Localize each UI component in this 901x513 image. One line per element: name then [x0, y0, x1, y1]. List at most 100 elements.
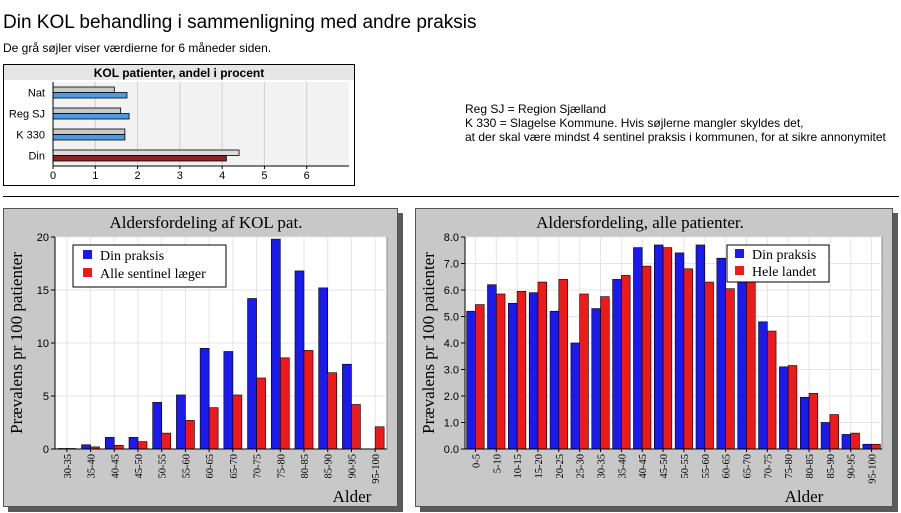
kol-share-chart: KOL patienter, andel i procent Nat Reg SJ… — [3, 64, 355, 186]
bar-din-praksis-70-75 — [758, 321, 768, 450]
category-label-reg-sj: Reg SJ — [9, 109, 45, 121]
x-axis-label: Alder — [333, 487, 372, 506]
bar-din-previous — [52, 149, 240, 156]
legend: Din praksis Alle sentinel læger — [72, 244, 227, 288]
bar-hele-landet-55-60 — [704, 281, 714, 450]
bar-din-praksis-45-50 — [128, 437, 139, 450]
y-axis-label: Prævalens pr 100 patienter — [419, 252, 438, 434]
legend-label-hele-landet: Hele landet — [752, 265, 816, 280]
x-tick-label: 95-100 — [868, 454, 879, 484]
x-tick-label: 5 — [261, 170, 267, 182]
x-tick-label: 5-10 — [492, 454, 503, 473]
bars — [52, 86, 240, 162]
y-tick-labels: 0 5 10 15 20 — [37, 232, 387, 456]
bar-hele-landet-60-65 — [725, 288, 735, 450]
chart-title-bar — [4, 65, 354, 80]
x-tick-label: 60-65 — [722, 454, 733, 479]
x-tick-label: 80-85 — [805, 454, 816, 479]
bar-din-praksis-85-90 — [318, 287, 329, 450]
y-tick-label: 7.0 — [444, 259, 459, 271]
x-tick-label: 85-90 — [324, 454, 335, 479]
bar-din-current — [52, 155, 227, 162]
x-tick-labels: 30-35 35-40 40-45 45-50 50-55 55-60 60-65 65-70… — [63, 449, 382, 484]
x-tick-label: 45-50 — [134, 454, 145, 479]
x-tick-label: 4 — [219, 170, 225, 182]
note-line-region: Reg SJ = Region Sjælland — [465, 102, 607, 116]
bar-k-330-current — [52, 134, 126, 141]
bar-din-praksis-35-40 — [81, 444, 91, 450]
section-divider — [3, 196, 899, 197]
y-tick-label: 8.0 — [444, 232, 459, 244]
legend-label-din-praksis: Din praksis — [100, 249, 164, 264]
bar-din-praksis-80-85 — [294, 270, 305, 450]
bar-din-praksis-5-10 — [487, 284, 497, 450]
x-tick-label: 95-100 — [371, 454, 382, 484]
x-tick-label: 2 — [135, 170, 141, 182]
x-tick-label: 0 — [50, 170, 56, 182]
y-tick-label: 5.0 — [444, 312, 459, 324]
bar-alle-sentinel-l-ger-80-85 — [303, 350, 314, 450]
x-tick-label: 15-20 — [534, 454, 545, 479]
bar-hele-landet-35-40 — [621, 275, 631, 450]
x-tick-labels: 0 1 2 3 4 5 6 — [50, 166, 310, 182]
bars — [57, 238, 385, 450]
x-tick-label: 20-25 — [555, 454, 566, 479]
x-tick-label: 35-40 — [87, 454, 98, 479]
bar-alle-sentinel-l-ger-60-65 — [208, 407, 219, 450]
x-tick-label: 6 — [304, 170, 310, 182]
category-labels: Nat Reg SJ K 330 Din — [9, 88, 45, 163]
x-tick-label: 85-90 — [826, 454, 837, 479]
x-tick-label: 90-95 — [847, 454, 858, 479]
x-tick-label: 65-70 — [229, 454, 240, 479]
bar-hele-landet-90-95 — [850, 432, 860, 450]
legend-swatch-hele-landet — [735, 266, 744, 275]
chart-title: Aldersfordeling af KOL pat. — [110, 213, 303, 232]
bar-din-praksis-90-95 — [342, 363, 352, 450]
bar-din-praksis-25-30 — [570, 342, 580, 450]
x-tick-label: 0-5 — [471, 454, 482, 468]
bar-hele-landet-50-55 — [683, 268, 693, 450]
note-line-municipality: K 330 = Slagelse Kommune. Hvis søjlerne … — [465, 116, 804, 130]
x-tick-label: 60-65 — [205, 454, 216, 479]
x-tick-label: 40-45 — [638, 454, 649, 479]
bar-din-praksis-0-5 — [466, 310, 476, 450]
x-tick-label: 30-35 — [63, 454, 74, 479]
bar-reg-sj-previous — [52, 107, 122, 114]
bar-din-praksis-70-75 — [247, 298, 257, 450]
bar-hele-landet-65-70 — [746, 281, 756, 450]
legend-label-alle-sentinel: Alle sentinel læger — [100, 267, 206, 282]
bar-alle-sentinel-l-ger-95-100 — [374, 426, 385, 450]
bar-hele-landet-0-5 — [475, 304, 485, 450]
y-tick-label: 0.0 — [444, 444, 459, 456]
y-tick-label: 5 — [43, 391, 49, 403]
category-label-nat: Nat — [28, 88, 45, 100]
bar-hele-landet-30-35 — [600, 296, 610, 450]
bar-hele-landet-20-25 — [558, 279, 568, 450]
bar-alle-sentinel-l-ger-90-95 — [351, 404, 361, 450]
x-tick-label: 75-80 — [784, 454, 795, 479]
x-tick-label: 45-50 — [659, 454, 670, 479]
x-tick-label: 1 — [92, 170, 98, 182]
legend-label-din-praksis: Din praksis — [752, 248, 816, 263]
bar-alle-sentinel-l-ger-75-80 — [279, 357, 290, 450]
bar-hele-landet-15-20 — [537, 281, 548, 450]
legend: Din praksis Hele landet — [726, 244, 830, 283]
bar-alle-sentinel-l-ger-40-45 — [113, 444, 124, 450]
chart-title: KOL patienter, andel i procent — [94, 66, 264, 80]
chart-title: Aldersfordeling, alle patienter. — [536, 213, 744, 232]
legend-swatch-alle-sentinel — [83, 268, 92, 277]
bar-hele-landet-25-30 — [579, 293, 589, 450]
page-subtitle: De grå søjler viser værdierne for 6 måne… — [3, 41, 272, 55]
bar-alle-sentinel-l-ger-65-70 — [232, 394, 243, 450]
bar-din-praksis-30-35 — [591, 308, 601, 450]
x-tick-label: 3 — [177, 170, 183, 182]
bar-din-praksis-60-65 — [716, 257, 726, 450]
bar-din-praksis-45-50 — [654, 244, 664, 450]
category-label-din: Din — [28, 151, 45, 163]
bar-reg-sj-current — [52, 113, 130, 120]
bar-hele-landet-85-90 — [829, 414, 839, 450]
x-tick-label: 10-15 — [513, 454, 524, 479]
age-distribution-all-chart: Aldersfordeling, alle patienter. 0.0 1.0 2… — [415, 208, 898, 512]
bar-din-praksis-20-25 — [549, 310, 560, 450]
bar-din-praksis-15-20 — [528, 292, 539, 450]
